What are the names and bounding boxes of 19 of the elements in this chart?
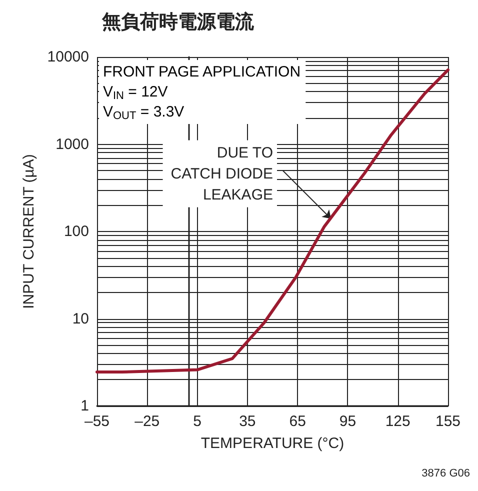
y-tick-label: 100	[64, 223, 89, 240]
chart-title: 無負荷時電源電流	[101, 11, 255, 33]
x-tick-label: 95	[339, 413, 356, 430]
x-tick-label: 65	[289, 413, 306, 430]
x-tick-label: 5	[193, 413, 202, 430]
y-tick-label: 10	[72, 310, 89, 328]
x-axis-title: TEMPERATURE (°C)	[200, 435, 344, 452]
x-tick-label: –55	[84, 413, 110, 430]
line-series	[96, 68, 450, 374]
y-tick-label: 1	[80, 398, 89, 414]
x-tick-label: 155	[435, 413, 461, 430]
annotation: DUE TO CATCH DIODE LEAKAGE	[170, 144, 273, 204]
x-tick-label: 35	[239, 413, 256, 430]
x-tick-label: 125	[385, 413, 410, 430]
y-axis-title: INPUT CURRENT (µA)	[20, 154, 38, 309]
y-tick-label: 1000	[56, 136, 89, 153]
text: 3876 G06	[422, 468, 470, 480]
y-tick-label: 10000	[47, 48, 89, 66]
x-tick-label: –25	[134, 413, 160, 430]
